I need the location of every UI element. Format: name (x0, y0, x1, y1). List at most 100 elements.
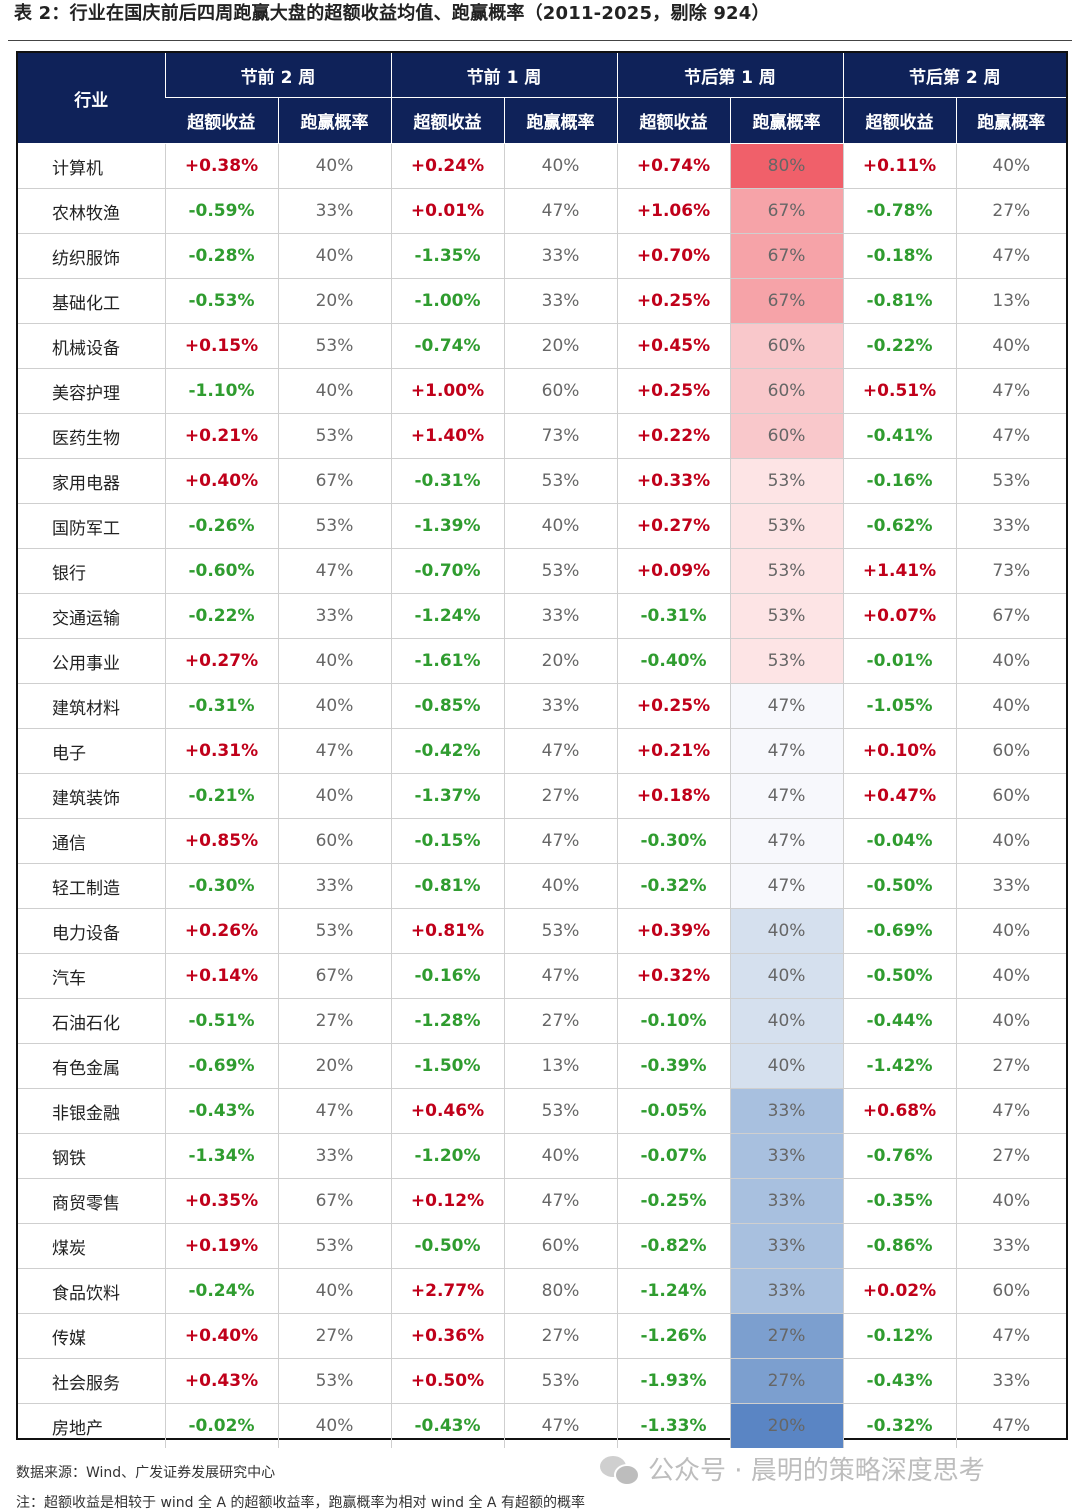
excess-return-cell: -0.12% (842, 1313, 957, 1359)
win-probability-cell: 13% (503, 1043, 618, 1089)
excess-return-cell: -1.26% (616, 1313, 731, 1359)
industry-name: 电子 (18, 728, 165, 774)
table-row: 建筑装饰 -0.21% 40% -1.37% 27% +0.18% 47% +0.47% 60% (18, 773, 1067, 819)
win-probability-cell: 33% (503, 278, 618, 324)
header-industry: 行业 (18, 53, 165, 144)
excess-return-cell: -0.18% (842, 233, 957, 279)
excess-return-cell: -0.31% (390, 458, 505, 504)
excess-return-cell: -0.69% (164, 1043, 278, 1089)
win-probability-cell: 40% (277, 1403, 392, 1448)
win-probability-cell: 53% (729, 548, 844, 594)
win-probability-cell: 40% (729, 998, 844, 1044)
win-probability-cell: 53% (503, 548, 618, 594)
win-probability-cell: 40% (955, 683, 1067, 729)
industry-name: 煤炭 (18, 1223, 165, 1269)
excess-return-cell: +0.11% (842, 143, 957, 189)
win-probability-cell: 53% (503, 458, 618, 504)
excess-return-cell: -0.15% (390, 818, 505, 864)
excess-return-cell: +0.33% (616, 458, 731, 504)
excess-return-cell: -1.42% (842, 1043, 957, 1089)
table-row: 计算机 +0.38% 40% +0.24% 40% +0.74% 80% +0.11% 40% (18, 143, 1067, 189)
win-probability-cell: 53% (729, 458, 844, 504)
excess-return-cell: -1.10% (164, 368, 278, 414)
excess-return-cell: -0.04% (842, 818, 957, 864)
excess-return-cell: +0.70% (616, 233, 731, 279)
excess-return-cell: +0.39% (616, 908, 731, 954)
excess-return-cell: -0.76% (842, 1133, 957, 1179)
win-probability-cell: 47% (503, 1403, 618, 1448)
excess-return-cell: +0.15% (164, 323, 278, 369)
win-probability-cell: 53% (277, 323, 392, 369)
excess-return-cell: -0.22% (842, 323, 957, 369)
industry-name: 医药生物 (18, 413, 165, 459)
excess-return-cell: -0.44% (842, 998, 957, 1044)
header-post-1w: 节后第 1 周 (616, 53, 844, 98)
header-excess-return: 超额收益 (842, 97, 957, 144)
excess-return-cell: -0.26% (164, 503, 278, 549)
win-probability-cell: 40% (729, 908, 844, 954)
industry-name: 电力设备 (18, 908, 165, 954)
excess-return-cell: -0.40% (616, 638, 731, 684)
table-row: 食品饮料 -0.24% 40% +2.77% 80% -1.24% 33% +0.02% 60% (18, 1268, 1067, 1314)
excess-return-cell: -0.42% (390, 728, 505, 774)
excess-return-cell: +0.85% (164, 818, 278, 864)
header-excess-return: 超额收益 (165, 97, 278, 144)
industry-name: 纺织服饰 (18, 233, 165, 279)
excess-return-cell: +0.24% (390, 143, 505, 189)
excess-return-cell: +0.35% (164, 1178, 278, 1224)
win-probability-cell: 33% (955, 503, 1067, 549)
excess-return-cell: +0.10% (842, 728, 957, 774)
win-probability-cell: 40% (729, 1043, 844, 1089)
table-row: 钢铁 -1.34% 33% -1.20% 40% -0.07% 33% -0.76% 27% (18, 1133, 1067, 1179)
excess-return-cell: +0.74% (616, 143, 731, 189)
win-probability-cell: 33% (729, 1133, 844, 1179)
win-probability-cell: 27% (503, 773, 618, 819)
title-divider (8, 40, 1072, 41)
industry-name: 计算机 (18, 143, 165, 189)
win-probability-cell: 73% (503, 413, 618, 459)
excess-return-cell: -0.35% (842, 1178, 957, 1224)
industry-name: 银行 (18, 548, 165, 594)
industry-name: 房地产 (52, 1418, 103, 1439)
excess-return-cell: -1.28% (390, 998, 505, 1044)
industry-name: 石油石化 (18, 998, 165, 1044)
excess-return-cell: +0.51% (842, 368, 957, 414)
excess-return-cell: -0.28% (164, 233, 278, 279)
table-row: 通信 +0.85% 60% -0.15% 47% -0.30% 47% -0.04% 40% (18, 818, 1067, 864)
excess-return-cell: -0.43% (842, 1358, 957, 1404)
excess-return-cell: -0.41% (842, 413, 957, 459)
excess-return-cell: +0.31% (164, 728, 278, 774)
excess-return-cell: -0.82% (616, 1223, 731, 1269)
table-row: 建筑材料 -0.31% 40% -0.85% 33% +0.25% 47% -1.05% 40% (18, 683, 1067, 729)
industry-name: 汽车 (18, 953, 165, 999)
excess-return-cell: -0.31% (164, 683, 278, 729)
excess-return-cell: -0.32% (842, 1403, 957, 1448)
excess-return-cell: +1.40% (390, 413, 505, 459)
win-probability-cell: 47% (277, 1088, 392, 1134)
industry-name: 建筑装饰 (18, 773, 165, 819)
source-note: 数据来源：Wind、广发证券发展研究中心 (16, 1465, 276, 1481)
excess-return-cell: -0.10% (616, 998, 731, 1044)
excess-return-cell: -0.07% (616, 1133, 731, 1179)
win-probability-cell: 33% (729, 1223, 844, 1269)
win-probability-cell: 40% (955, 908, 1067, 954)
excess-return-cell: +2.77% (390, 1268, 505, 1314)
table-row: 纺织服饰 -0.28% 40% -1.35% 33% +0.70% 67% -0.18% 47% (18, 233, 1067, 279)
excess-return-cell: -0.01% (842, 638, 957, 684)
industry-name: 建筑材料 (18, 683, 165, 729)
win-probability-cell: 40% (503, 1133, 618, 1179)
excess-return-cell: +0.27% (164, 638, 278, 684)
excess-return-cell: +0.27% (616, 503, 731, 549)
win-probability-cell: 27% (503, 998, 618, 1044)
excess-return-cell: -1.35% (390, 233, 505, 279)
win-probability-cell: 47% (277, 548, 392, 594)
table-row: 电力设备 +0.26% 53% +0.81% 53% +0.39% 40% -0.69% 40% (18, 908, 1067, 954)
header-pre-1w: 节前 1 周 (390, 53, 618, 98)
win-probability-cell: 33% (955, 863, 1067, 909)
win-probability-cell: 40% (955, 953, 1067, 999)
win-probability-cell: 47% (503, 728, 618, 774)
excess-return-cell: -0.43% (390, 1403, 505, 1448)
win-probability-cell: 67% (955, 593, 1067, 639)
win-probability-cell: 53% (277, 1358, 392, 1404)
table-row: 有色金属 -0.69% 20% -1.50% 13% -0.39% 40% -1.42% 27% (18, 1043, 1067, 1089)
